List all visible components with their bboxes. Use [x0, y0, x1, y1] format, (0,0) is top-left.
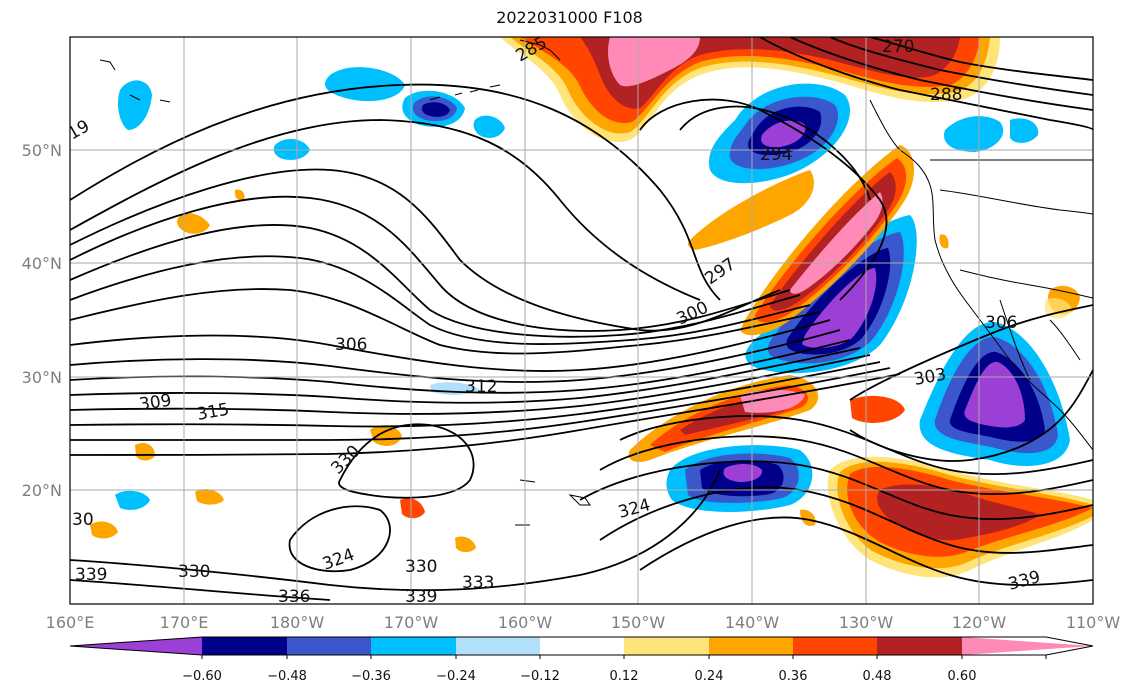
- contour-label: 294: [760, 145, 792, 165]
- contour-label: 333: [462, 573, 494, 593]
- lon-label: 180°W: [270, 613, 325, 632]
- lon-label: 130°W: [839, 613, 894, 632]
- lat-label: 30°N: [22, 368, 62, 387]
- colorbar: [69, 636, 1094, 659]
- colorbar-tick-label: −0.12: [520, 669, 560, 684]
- colorbar-segment: [540, 637, 624, 655]
- colorbar-segment: [877, 637, 962, 655]
- colorbar-tick-label: 0.12: [610, 669, 639, 684]
- colorbar-tick-label: −0.60: [182, 669, 222, 684]
- contour-label: 330: [178, 562, 210, 582]
- coastlines: [99, 39, 1093, 526]
- colorbar-tick-label: 0.60: [948, 669, 977, 684]
- colorbar-tick-label: −0.36: [351, 669, 391, 684]
- map-gridlines: [70, 37, 1093, 604]
- colorbar-tick-label: −0.48: [267, 669, 307, 684]
- lat-label: 20°N: [22, 481, 62, 500]
- lon-label: 110°W: [1066, 613, 1121, 632]
- colorbar-segment: [962, 637, 1093, 655]
- colorbar-tick-label: 0.24: [695, 669, 724, 684]
- colorbar-tick-label: 0.36: [779, 669, 808, 684]
- colorbar-segment: [202, 637, 287, 655]
- map-title: 2022031000 F108: [496, 8, 643, 27]
- contour-label: 306: [335, 335, 367, 355]
- colorbar-segment: [371, 637, 456, 655]
- height-contours: [70, 37, 1093, 601]
- lon-label: 160°E: [46, 613, 95, 632]
- contour-label: 270: [882, 37, 914, 57]
- contour-label: 309: [138, 391, 173, 415]
- colorbar-segment: [624, 637, 709, 655]
- colorbar-tick-label: 0.48: [863, 669, 892, 684]
- contour-label: 339: [75, 565, 107, 585]
- lon-label: 120°W: [952, 613, 1007, 632]
- latitude-labels: 50°N 40°N 30°N 20°N: [22, 141, 62, 500]
- contour-label: 30: [72, 510, 94, 530]
- colorbar-segment: [793, 637, 877, 655]
- colorbar-tick-labels: −0.60 −0.48 −0.36 −0.24 −0.12 0.12 0.24 …: [182, 669, 976, 684]
- lon-label: 170°E: [160, 613, 209, 632]
- lat-label: 40°N: [22, 254, 62, 273]
- colorbar-segment: [456, 637, 540, 655]
- contour-label: 288: [930, 85, 962, 105]
- longitude-labels: 160°E 170°E 180°W 170°W 160°W 150°W 140°…: [46, 613, 1121, 632]
- contour-label: 306: [985, 313, 1017, 333]
- contour-label: 339: [405, 587, 437, 607]
- lon-label: 170°W: [384, 613, 439, 632]
- lon-label: 160°W: [498, 613, 553, 632]
- map-frame: [69, 36, 1094, 605]
- colorbar-segment: [287, 637, 371, 655]
- lat-label: 50°N: [22, 141, 62, 160]
- colorbar-tick-label: −0.24: [436, 669, 476, 684]
- colorbar-segment: [70, 637, 202, 655]
- contour-label: 330: [405, 557, 437, 577]
- contour-label: 312: [465, 377, 497, 397]
- lon-label: 150°W: [611, 613, 666, 632]
- contour-label: 336: [278, 587, 310, 607]
- lon-label: 140°W: [725, 613, 780, 632]
- colorbar-segment: [709, 637, 793, 655]
